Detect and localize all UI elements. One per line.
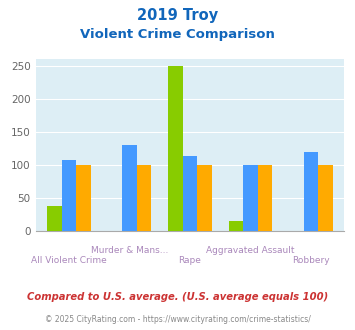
Bar <box>318 165 333 231</box>
Text: © 2025 CityRating.com - https://www.cityrating.com/crime-statistics/: © 2025 CityRating.com - https://www.city… <box>45 315 310 324</box>
Bar <box>229 221 243 231</box>
Text: Compared to U.S. average. (U.S. average equals 100): Compared to U.S. average. (U.S. average … <box>27 292 328 302</box>
Text: Violent Crime Comparison: Violent Crime Comparison <box>80 28 275 41</box>
Bar <box>168 66 183 231</box>
Text: 2019 Troy: 2019 Troy <box>137 8 218 23</box>
Text: Robbery: Robbery <box>292 256 330 265</box>
Text: Aggravated Assault: Aggravated Assault <box>206 246 295 254</box>
Bar <box>304 152 318 231</box>
Bar <box>197 165 212 231</box>
Bar <box>137 165 151 231</box>
Legend: Troy, Illinois, National: Troy, Illinois, National <box>77 326 303 330</box>
Bar <box>183 156 197 231</box>
Bar <box>122 145 137 231</box>
Text: Rape: Rape <box>179 256 201 265</box>
Text: All Violent Crime: All Violent Crime <box>31 256 107 265</box>
Bar <box>61 160 76 231</box>
Bar <box>243 165 258 231</box>
Bar <box>258 165 272 231</box>
Bar <box>47 206 61 231</box>
Bar <box>76 165 91 231</box>
Text: Murder & Mans...: Murder & Mans... <box>91 246 168 254</box>
